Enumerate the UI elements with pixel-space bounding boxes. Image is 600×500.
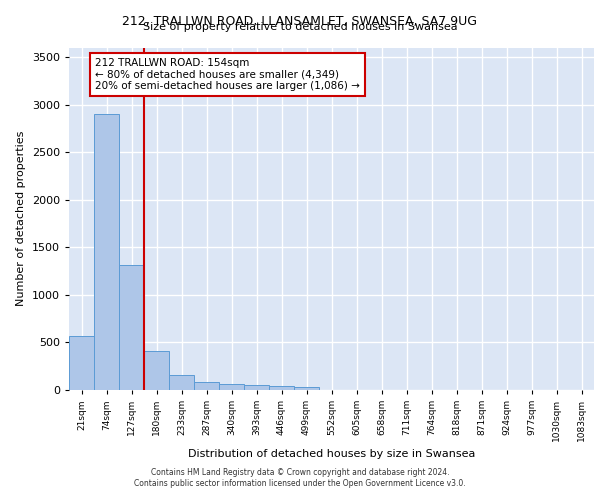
Bar [219, 384, 244, 390]
Text: 212 TRALLWN ROAD: 154sqm
← 80% of detached houses are smaller (4,349)
20% of sem: 212 TRALLWN ROAD: 154sqm ← 80% of detach… [95, 58, 360, 91]
Y-axis label: Number of detached properties: Number of detached properties [16, 131, 26, 306]
Text: 212, TRALLWN ROAD, LLANSAMLET, SWANSEA, SA7 9UG: 212, TRALLWN ROAD, LLANSAMLET, SWANSEA, … [122, 15, 478, 28]
Text: Size of property relative to detached houses in Swansea: Size of property relative to detached ho… [143, 22, 457, 32]
Bar [194, 382, 219, 390]
Bar [144, 350, 169, 390]
Bar [244, 385, 269, 390]
Bar [269, 386, 294, 390]
Bar [69, 336, 94, 390]
Bar [119, 266, 144, 390]
X-axis label: Distribution of detached houses by size in Swansea: Distribution of detached houses by size … [188, 450, 475, 460]
Text: Contains HM Land Registry data © Crown copyright and database right 2024.
Contai: Contains HM Land Registry data © Crown c… [134, 468, 466, 487]
Bar [294, 386, 319, 390]
Bar [169, 376, 194, 390]
Bar [94, 114, 119, 390]
